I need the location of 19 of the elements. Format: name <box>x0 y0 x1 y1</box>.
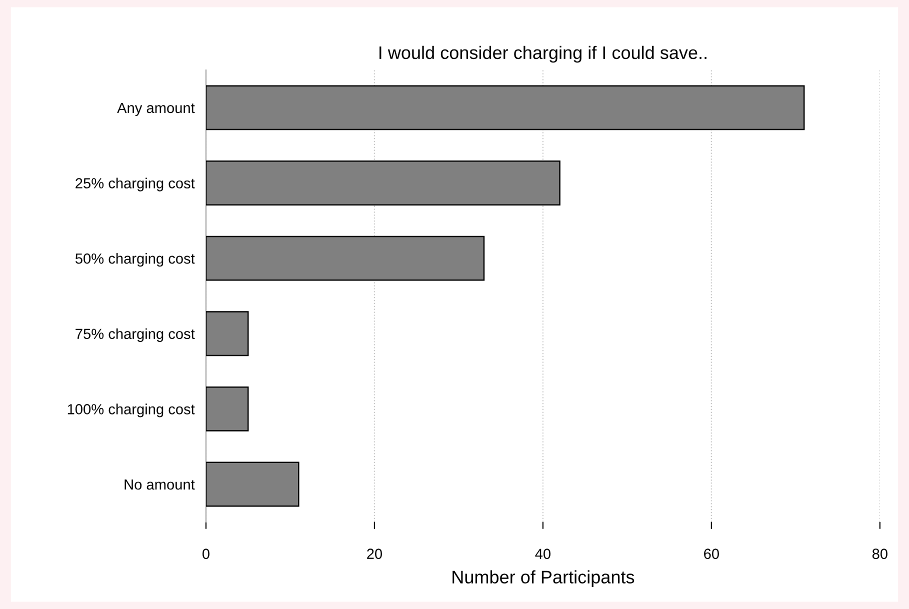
x-tick-label: 60 <box>704 548 719 560</box>
x-tick-label: 20 <box>367 548 382 560</box>
x-tick-label: 40 <box>535 548 550 560</box>
chart-title: I would consider charging if I could save.. <box>380 46 706 63</box>
bar <box>206 462 300 507</box>
bar <box>206 160 560 206</box>
x-tick-label: 0 <box>202 548 210 560</box>
y-tick-label: No amount <box>124 480 195 490</box>
bar <box>206 236 485 281</box>
bar <box>206 311 249 356</box>
x-tick-label: 80 <box>872 548 888 560</box>
y-tick-label: 100% charging cost <box>68 404 195 418</box>
bar <box>206 386 249 432</box>
y-tick-label: 50% charging cost <box>75 253 195 267</box>
y-tick-label: 25% charging cost <box>76 178 195 192</box>
y-tick-label: 75% charging cost <box>76 328 195 342</box>
x-axis-title: Number of Participants <box>452 570 634 588</box>
y-tick-label: Any amount <box>117 102 195 116</box>
bar <box>206 85 805 130</box>
